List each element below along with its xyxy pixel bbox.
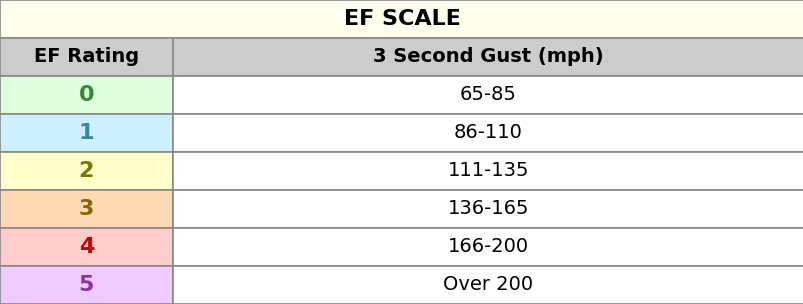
Bar [173, 76, 803, 114]
Bar [0, 0, 803, 38]
Text: 1: 1 [79, 123, 94, 143]
Bar [173, 266, 803, 304]
Bar [0, 76, 173, 114]
Text: 0: 0 [79, 85, 94, 105]
Bar [0, 266, 173, 304]
Bar [173, 114, 803, 152]
Bar [0, 38, 803, 76]
Bar [173, 190, 803, 228]
Text: 111-135: 111-135 [447, 161, 528, 181]
Text: 136-165: 136-165 [447, 199, 528, 219]
Text: Over 200: Over 200 [442, 275, 533, 295]
Text: 86-110: 86-110 [454, 123, 522, 143]
Text: 3 Second Gust (mph): 3 Second Gust (mph) [373, 47, 603, 67]
Bar [0, 228, 173, 266]
Bar [0, 190, 173, 228]
Text: 4: 4 [79, 237, 94, 257]
Bar [173, 228, 803, 266]
Bar [0, 114, 173, 152]
Text: EF Rating: EF Rating [34, 47, 139, 67]
Bar [0, 152, 173, 190]
Bar [173, 152, 803, 190]
Text: 65-85: 65-85 [459, 85, 516, 105]
Text: 5: 5 [79, 275, 94, 295]
Text: 166-200: 166-200 [447, 237, 528, 257]
Text: 2: 2 [79, 161, 94, 181]
Text: EF SCALE: EF SCALE [343, 9, 460, 29]
Text: 3: 3 [79, 199, 94, 219]
